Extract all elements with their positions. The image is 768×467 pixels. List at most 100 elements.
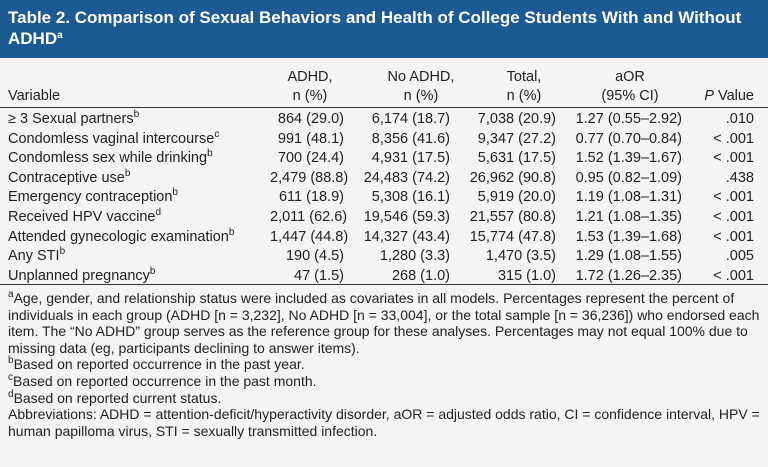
- header-line: No ADHD,: [387, 69, 455, 85]
- label-note: b: [133, 109, 140, 120]
- header-text: Value: [717, 88, 754, 104]
- table-cell: 1.21 (1.08–1.35): [575, 208, 682, 225]
- table-cell: 315 (1.0): [497, 267, 556, 284]
- table-title: Table 2. Comparison of Sexual Behaviors …: [0, 0, 768, 58]
- footnote: aAge, gender, and relationship status we…: [8, 290, 760, 356]
- column-header: P Value: [700, 87, 754, 106]
- label-text: Contraceptive use: [8, 169, 125, 186]
- footnotes: aAge, gender, and relationship status we…: [8, 290, 760, 439]
- table-cell: 24,483 (74.2): [363, 169, 450, 186]
- row-label: Contraceptive useb: [8, 167, 131, 189]
- table-cell: 611 (18.9): [278, 189, 344, 206]
- label-text: Attended gynecologic examination: [8, 228, 229, 245]
- column-header: aOR (95% CI): [570, 68, 690, 106]
- table-cell: 5,919 (20.0): [477, 189, 556, 206]
- row-label: Any STIb: [8, 247, 65, 267]
- row-label: Condomless sex while drinkingb: [8, 149, 213, 169]
- column-header: ADHD, n (%): [260, 68, 360, 106]
- table-cell: 1.52 (1.39–1.67): [575, 150, 682, 167]
- table-cell: 6,174 (18.7): [371, 111, 450, 127]
- label-text: Emergency contraception: [8, 189, 173, 206]
- footnote-text: Based on reported occurrence in the past…: [13, 356, 305, 373]
- table-cell: < .001: [713, 208, 754, 225]
- table-row: Emergency contraceptionb 611 (18.9) 5,308 …: [0, 188, 768, 208]
- label-text: Received HPV vaccine: [8, 208, 156, 225]
- table-cell: 8,356 (41.6): [371, 130, 450, 147]
- label-note: b: [149, 265, 156, 277]
- label-text: Any STI: [8, 248, 60, 265]
- table-cell: 700 (24.4): [277, 150, 344, 167]
- row-label: Condomless vaginal intercoursec: [8, 128, 220, 150]
- footnote-mark: d: [8, 388, 14, 400]
- table-cell: < .001: [713, 267, 754, 284]
- label-note: b: [124, 167, 131, 179]
- table-cell: 1,470 (3.5): [485, 248, 556, 265]
- footnote-mark: a: [8, 289, 14, 300]
- table-cell: 2,479 (88.8): [270, 169, 349, 186]
- table-cell: 47 (1.5): [294, 267, 344, 284]
- table-cell: 26,962 (90.8): [469, 169, 556, 186]
- table-row: Contraceptive useb 2,479 (88.8) 24,483 (74…: [0, 167, 768, 189]
- table-row: Condomless sex while drinkingb 700 (24.4)…: [0, 149, 768, 169]
- column-header: Variable: [8, 87, 208, 106]
- label-text: Condomless sex while drinking: [8, 150, 208, 167]
- table-cell: 1.72 (1.26–2.35): [575, 267, 682, 284]
- table-cell: < .001: [713, 150, 754, 167]
- footnote-text: Based on reported current status.: [13, 389, 222, 406]
- row-label: Attended gynecologic examinationb: [8, 226, 235, 248]
- row-label: ≥ 3 Sexual partnersb: [8, 110, 139, 130]
- header-italic: P: [704, 88, 714, 104]
- header-line: Total,: [506, 69, 542, 85]
- row-label: Unplanned pregnancyb: [8, 265, 156, 287]
- row-label: Received HPV vaccined: [8, 206, 162, 228]
- table-cell: 14,327 (43.4): [363, 228, 450, 245]
- title-text: Table 2. Comparison of Sexual Behaviors …: [8, 8, 742, 48]
- table-cell: 991 (48.1): [277, 130, 344, 147]
- table-cell: 190 (4.5): [285, 248, 344, 265]
- header-line: Variable: [8, 88, 61, 104]
- table-cell: 9,347 (27.2): [477, 130, 556, 147]
- header-line: aOR: [615, 69, 645, 85]
- footnote-text: Age, gender, and relationship status wer…: [8, 290, 760, 356]
- table-cell: 5,631 (17.5): [477, 150, 556, 167]
- header-line: n (%): [506, 88, 542, 104]
- table-cell: 1.27 (0.55–2.92): [575, 111, 682, 127]
- label-text: Condomless vaginal intercourse: [8, 130, 215, 147]
- label-note: b: [228, 226, 235, 238]
- table-cell: 2,011 (62.6): [270, 208, 348, 225]
- table-cell: .438: [725, 169, 754, 186]
- table-cell: 0.95 (0.82–1.09): [575, 169, 682, 186]
- header-line: P Value: [700, 87, 754, 106]
- header-line: ADHD,: [287, 69, 333, 85]
- row-label: Emergency contraceptionb: [8, 188, 178, 208]
- table-row: Condomless vaginal intercoursec 991 (48.1…: [0, 128, 768, 150]
- table-cell: 4,931 (17.5): [371, 150, 450, 167]
- table-cell: 1.53 (1.39–1.68): [575, 228, 682, 245]
- table-cell: 1,280 (3.3): [379, 248, 450, 265]
- header-line: (95% CI): [601, 88, 659, 104]
- table-cell: 1.19 (1.08–1.31): [575, 189, 682, 206]
- table-row: Received HPV vaccined 2,011 (62.6) 19,546 …: [0, 206, 768, 228]
- footnote-mark: b: [8, 355, 14, 367]
- column-header: Total, n (%): [474, 68, 574, 106]
- table-cell: 268 (1.0): [391, 267, 450, 284]
- table-cell: < .001: [713, 130, 754, 147]
- label-note: b: [172, 187, 178, 199]
- title-note: a: [57, 30, 63, 41]
- abbreviations: Abbreviations: ADHD = attention-deficit/…: [8, 406, 760, 439]
- header-line: n (%): [403, 88, 439, 104]
- label-note: c: [214, 128, 220, 140]
- label-note: b: [59, 246, 66, 258]
- label-note: d: [155, 206, 162, 218]
- label-text: Unplanned pregnancy: [8, 267, 150, 284]
- table-row: ≥ 3 Sexual partnersb 864 (29.0) 6,174 (18.…: [0, 110, 768, 130]
- table-cell: 21,557 (80.8): [469, 208, 556, 225]
- column-header: No ADHD, n (%): [366, 68, 476, 106]
- table-row: Unplanned pregnancyb 47 (1.5) 268 (1.0) 315…: [0, 265, 768, 287]
- label-text: ≥ 3 Sexual partners: [8, 111, 134, 127]
- table-header: Variable ADHD, n (%) No ADHD, n (%) Total, n (…: [0, 66, 768, 106]
- table-cell: 5,308 (16.1): [371, 189, 450, 206]
- table-cell: 0.77 (0.70–0.84): [575, 130, 682, 147]
- table-cell: < .001: [713, 228, 754, 245]
